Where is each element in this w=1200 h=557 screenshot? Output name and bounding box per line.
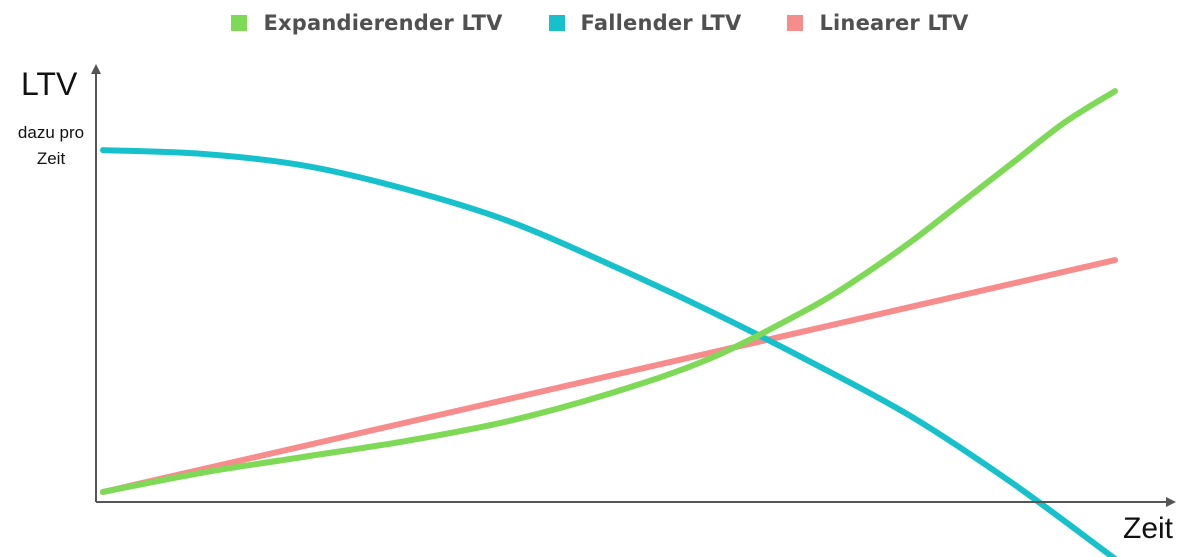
axis-layer bbox=[91, 64, 1176, 507]
series-line-linearer bbox=[100, 257, 1118, 495]
legend-swatch-expandierender bbox=[231, 15, 248, 31]
legend-item-fallender: Fallender LTV bbox=[548, 11, 742, 35]
legend-label-linearer: Linearer LTV bbox=[819, 11, 969, 35]
y-axis-arrow-icon bbox=[91, 64, 101, 74]
legend-item-expandierender: Expandierender LTV bbox=[231, 11, 502, 35]
legend-swatch-linearer bbox=[787, 15, 804, 31]
x-axis-title: Zeit bbox=[1123, 512, 1174, 545]
legend-swatch-fallender bbox=[548, 15, 565, 31]
series-line-fallender bbox=[100, 147, 1118, 557]
chart-legend: Expandierender LTV Fallender LTV Lineare… bbox=[0, 6, 1200, 40]
series-layer bbox=[100, 88, 1118, 557]
y-axis-subtitle: dazu pro Zeit bbox=[17, 123, 85, 168]
legend-item-linearer: Linearer LTV bbox=[787, 11, 968, 35]
series-line-expandierender bbox=[100, 88, 1118, 495]
y-axis-title: LTV bbox=[21, 66, 78, 102]
x-axis-arrow-icon bbox=[1166, 497, 1176, 507]
legend-label-fallender: Fallender LTV bbox=[580, 11, 742, 35]
legend-label-expandierender: Expandierender LTV bbox=[263, 11, 503, 35]
